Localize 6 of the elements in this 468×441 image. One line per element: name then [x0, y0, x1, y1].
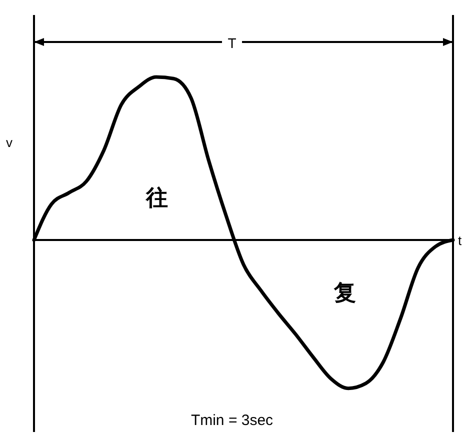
text: Tmin = 3sec: [190, 412, 274, 429]
annotation: 往: [145, 185, 168, 210]
text: T: [228, 35, 237, 51]
x-axis-title: t: [458, 233, 462, 248]
annotation: 复: [333, 280, 356, 305]
y-axis-title: v: [6, 135, 13, 150]
